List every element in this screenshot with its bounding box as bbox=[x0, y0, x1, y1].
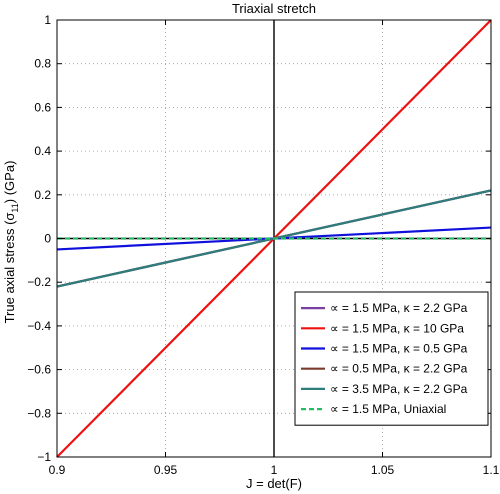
x-tick-label-4: 1.1 bbox=[483, 463, 500, 477]
y-tick-label-0: −1 bbox=[37, 450, 51, 464]
legend-label-0: ∝ = 1.5 MPa, κ = 2.2 GPa bbox=[330, 301, 468, 315]
y-tick-label-3: −0.4 bbox=[27, 319, 51, 333]
x-tick-label-0: 0.9 bbox=[49, 463, 66, 477]
y-axis-label-subscript: 11 bbox=[10, 203, 20, 212]
legend-box bbox=[294, 291, 489, 426]
legend-label-5: ∝ = 1.5 MPa, Uniaxial bbox=[330, 402, 446, 416]
series-lines bbox=[56, 19, 492, 458]
x-axis-label: J = det(F) bbox=[246, 476, 302, 491]
y-axis-label-tail: ) (GPa) bbox=[2, 161, 17, 204]
y-tick-label-8: 0.6 bbox=[34, 100, 51, 114]
legend-label-3: ∝ = 0.5 MPa, κ = 2.2 GPa bbox=[330, 362, 468, 376]
y-tick-label-5: 0 bbox=[44, 232, 51, 246]
y-tick-label-4: −0.2 bbox=[27, 275, 51, 289]
legend-label-4: ∝ = 3.5 MPa, κ = 2.2 GPa bbox=[330, 382, 468, 396]
y-axis-label: True axial stress (σ11) (GPa) bbox=[2, 161, 20, 324]
legend: ∝ = 1.5 MPa, κ = 2.2 GPa ∝ = 1.5 MPa, κ =… bbox=[294, 291, 489, 426]
tick-labels: 0.9 0.95 1 1.05 1.1 −1 −0.8 −0.6 −0.4 −0.2 0 0.2 0.4… bbox=[27, 13, 499, 477]
chart-title: Triaxial stretch bbox=[232, 1, 316, 16]
y-tick-label-2: −0.6 bbox=[27, 363, 51, 377]
x-tick-label-1: 0.95 bbox=[154, 463, 178, 477]
legend-label-1: ∝ = 1.5 MPa, κ = 10 GPa bbox=[330, 321, 464, 335]
y-tick-label-7: 0.4 bbox=[34, 144, 51, 158]
x-tick-label-2: 1 bbox=[271, 463, 278, 477]
y-axis-label-main: True axial stress (σ bbox=[2, 213, 17, 324]
y-tick-label-9: 0.8 bbox=[34, 57, 51, 71]
y-tick-label-1: −0.8 bbox=[27, 406, 51, 420]
y-tick-label-6: 0.2 bbox=[34, 188, 51, 202]
legend-label-2: ∝ = 1.5 MPa, κ = 0.5 GPa bbox=[330, 342, 468, 356]
y-tick-label-10: 1 bbox=[44, 13, 51, 27]
x-tick-label-3: 1.05 bbox=[371, 463, 395, 477]
